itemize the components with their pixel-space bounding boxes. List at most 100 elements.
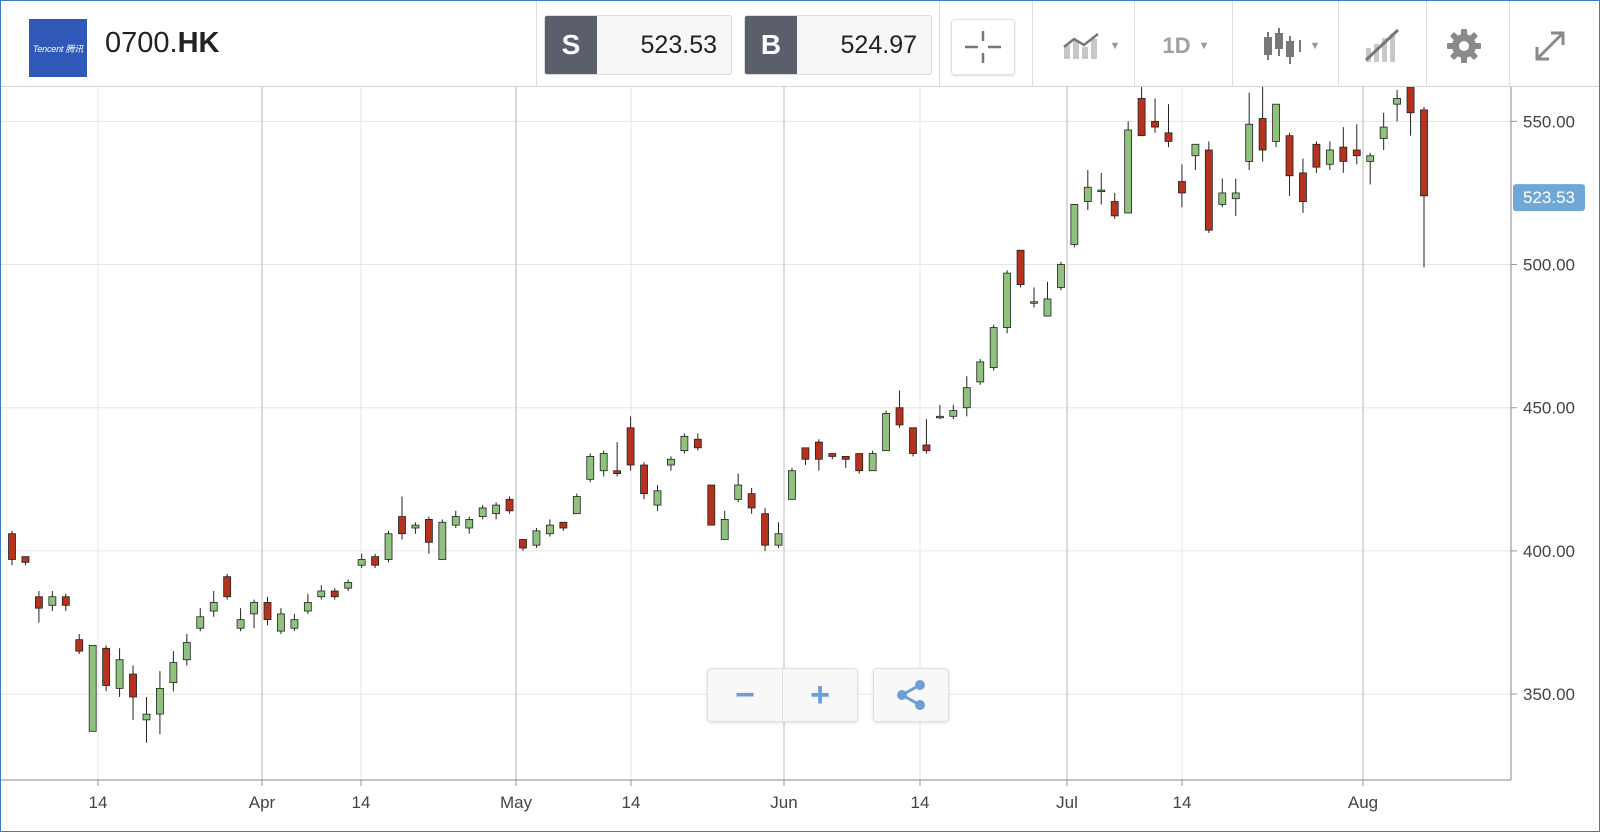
candle-down <box>1406 86 1415 114</box>
candle-up <box>1272 103 1280 142</box>
zoom-out-button[interactable]: − <box>735 675 755 714</box>
candle-down <box>21 556 30 563</box>
candle-down <box>909 427 917 454</box>
candle-up <box>653 490 662 506</box>
x-tick-label: May <box>500 793 533 812</box>
candle-up <box>546 524 554 535</box>
candle-up <box>250 602 258 615</box>
toolbar-divider <box>1426 1 1427 86</box>
instrument-symbol: 0700.HK <box>105 27 219 60</box>
candle-down <box>801 447 810 460</box>
line-chart-icon <box>1062 33 1099 59</box>
y-tick-label: 400.00 <box>1523 542 1575 561</box>
candle-up <box>115 659 124 689</box>
candle-up <box>1124 129 1133 214</box>
zoom-controls: − + <box>707 668 858 722</box>
candle-up <box>451 516 460 526</box>
candle-down <box>613 470 622 474</box>
candle-up <box>1393 98 1402 105</box>
buy-price-button[interactable]: B 524.97 <box>744 15 932 75</box>
drawing-tools-button[interactable] <box>1346 19 1418 73</box>
candle-up <box>1366 155 1375 162</box>
candle-up <box>680 435 689 452</box>
toolbar-divider <box>1032 1 1033 86</box>
candle-down <box>1016 249 1025 285</box>
candle-up <box>492 504 501 515</box>
buy-price-value: 524.97 <box>840 30 917 59</box>
candle-up <box>438 521 447 560</box>
candle-down <box>895 407 904 426</box>
candle-down <box>75 639 84 652</box>
candle-down <box>330 590 339 598</box>
x-tick-label: Aug <box>1348 793 1378 812</box>
candle-down <box>693 438 702 449</box>
crosshair-button[interactable] <box>951 19 1015 75</box>
candlestick-chart[interactable]: 550.00 500.00 450.00 400.00 350.00 14 Apr 14 May… <box>1 81 1599 830</box>
candle-up <box>317 590 326 598</box>
candle-up <box>209 602 218 612</box>
candle-down <box>34 596 43 609</box>
toolbar-divider <box>536 1 537 86</box>
candle-down <box>61 596 70 606</box>
candle-down <box>855 453 864 472</box>
candle-down <box>424 519 433 543</box>
candle-up <box>156 687 164 715</box>
buy-label: B <box>745 16 797 74</box>
candle-down <box>922 444 931 452</box>
candle-down <box>1299 172 1307 202</box>
candle-up <box>411 524 420 529</box>
candle-down <box>1137 98 1146 137</box>
candle-up <box>989 327 998 369</box>
candle-up <box>1325 149 1334 165</box>
candle-down <box>519 539 527 549</box>
chart-area[interactable]: 550.00 500.00 450.00 400.00 350.00 14 Apr 14 May… <box>1 81 1599 830</box>
toolbar-divider <box>939 1 940 86</box>
candle-up <box>384 533 393 560</box>
x-tick-label: 14 <box>911 793 930 812</box>
zoom-in-button[interactable]: + <box>782 669 857 721</box>
x-tick-label: Jul <box>1056 793 1078 812</box>
candle-up <box>976 361 985 383</box>
current-price-flag <box>1513 184 1585 212</box>
candlestick-type-button[interactable]: ▼ <box>1246 19 1336 73</box>
candle-up <box>1003 272 1012 328</box>
candle-up <box>277 613 285 632</box>
candle-down <box>1352 149 1361 157</box>
candle-up <box>734 484 743 500</box>
candle-down <box>1204 149 1213 231</box>
candle-down <box>102 647 111 686</box>
candle-up <box>720 519 729 540</box>
candle-up <box>882 413 890 452</box>
candle-down <box>1258 118 1267 151</box>
symbol-suffix: HK <box>177 27 220 59</box>
interval-dropdown[interactable]: 1D ▼ <box>1141 19 1231 73</box>
candle-up <box>344 582 353 589</box>
candle-down <box>1312 143 1321 168</box>
candle-up <box>236 619 245 629</box>
candle-down <box>841 456 850 460</box>
candle-up <box>1218 192 1227 205</box>
candle-down <box>398 516 406 535</box>
candle-down <box>223 576 232 598</box>
share-button[interactable] <box>874 669 948 721</box>
candle-up <box>1191 143 1200 157</box>
candle-up <box>1097 189 1106 192</box>
gear-icon <box>1447 29 1481 63</box>
candle-down <box>828 453 837 457</box>
fullscreen-button[interactable] <box>1519 19 1581 73</box>
candle-up <box>169 662 178 684</box>
candle-down <box>1151 120 1159 128</box>
candle-down <box>761 513 769 546</box>
candle-down <box>1164 132 1173 142</box>
candle-up <box>1043 298 1052 317</box>
chevron-down-icon: ▼ <box>1309 40 1321 52</box>
sell-price-button[interactable]: S 523.53 <box>544 15 732 75</box>
candle-up <box>1057 264 1065 288</box>
y-tick-label: 450.00 <box>1523 399 1575 418</box>
candle-down <box>707 484 716 526</box>
candle-up <box>465 519 474 529</box>
settings-button[interactable] <box>1433 19 1495 73</box>
y-tick-label: 500.00 <box>1523 256 1575 275</box>
draw-tool-icon <box>1364 28 1400 62</box>
chart-style-button[interactable]: ▼ <box>1046 19 1136 73</box>
